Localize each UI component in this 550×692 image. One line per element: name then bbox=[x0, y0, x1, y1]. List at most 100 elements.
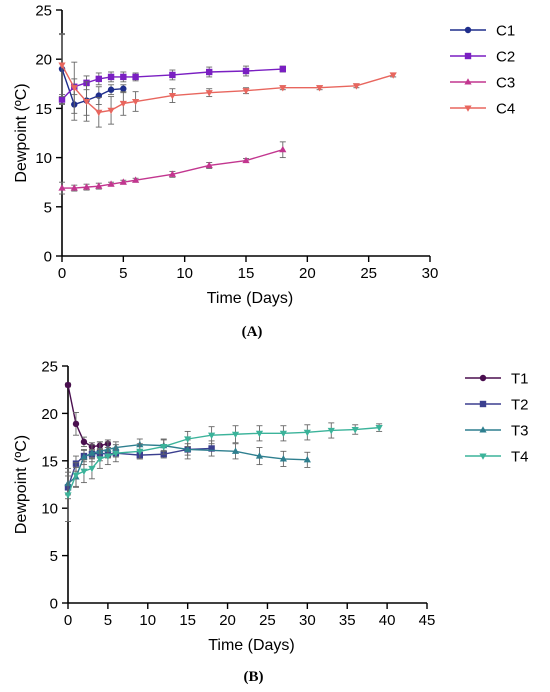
x-axis-label: Time (Days) bbox=[207, 290, 294, 307]
data-point bbox=[88, 465, 96, 473]
y-tick-label: 15 bbox=[41, 453, 58, 470]
x-axis-label: Time (Days) bbox=[208, 637, 295, 654]
x-tick-label: 45 bbox=[419, 612, 436, 629]
data-point bbox=[303, 456, 311, 463]
legend-swatch-marker bbox=[464, 105, 472, 112]
data-point bbox=[136, 448, 144, 456]
y-tick-label: 20 bbox=[41, 406, 58, 423]
x-tick-label: 25 bbox=[360, 265, 377, 282]
series-c4 bbox=[58, 33, 397, 128]
data-point bbox=[80, 453, 88, 460]
x-tick-label: 30 bbox=[422, 265, 439, 282]
x-tick-label: 5 bbox=[104, 612, 112, 629]
y-tick-label: 0 bbox=[44, 249, 52, 266]
data-point bbox=[242, 88, 250, 95]
panel-label: (A) bbox=[242, 324, 263, 340]
y-tick-label: 20 bbox=[35, 52, 52, 69]
series-t4 bbox=[64, 422, 383, 522]
legend-entry-t4: T4 bbox=[465, 449, 529, 466]
data-point bbox=[64, 381, 72, 389]
data-point bbox=[352, 83, 360, 90]
data-point bbox=[82, 98, 91, 106]
y-tick-label: 10 bbox=[35, 150, 52, 167]
legend-swatch-marker bbox=[464, 78, 472, 85]
data-point bbox=[107, 73, 115, 81]
data-point bbox=[120, 73, 127, 81]
x-tick-label: 20 bbox=[219, 612, 236, 629]
x-tick-label: 0 bbox=[58, 265, 66, 282]
data-point bbox=[303, 429, 311, 437]
x-tick-label: 0 bbox=[64, 612, 72, 629]
data-point bbox=[184, 445, 192, 452]
data-point bbox=[107, 107, 115, 115]
data-point bbox=[389, 72, 397, 79]
data-point bbox=[120, 85, 127, 92]
data-point bbox=[58, 184, 66, 191]
data-point bbox=[88, 449, 96, 456]
legend-entry-c4: C4 bbox=[450, 101, 515, 118]
data-point bbox=[58, 62, 66, 69]
data-point bbox=[242, 156, 250, 164]
data-point bbox=[168, 170, 176, 177]
data-point bbox=[279, 65, 286, 73]
data-point bbox=[132, 98, 140, 106]
data-point bbox=[208, 432, 216, 440]
x-tick-label: 15 bbox=[238, 265, 255, 282]
data-point bbox=[58, 96, 66, 103]
data-point bbox=[80, 468, 88, 476]
legend-entry-t3: T3 bbox=[465, 423, 529, 440]
data-point bbox=[104, 453, 112, 460]
data-point bbox=[107, 86, 115, 93]
data-point bbox=[96, 456, 104, 463]
data-point bbox=[184, 436, 192, 443]
series-line bbox=[62, 149, 283, 189]
legend-entry-t1: T1 bbox=[465, 371, 529, 388]
legend-label: T1 bbox=[511, 371, 529, 388]
data-point bbox=[279, 455, 287, 462]
data-point bbox=[255, 430, 264, 438]
data-point bbox=[316, 85, 324, 92]
legend-swatch-marker bbox=[464, 52, 472, 60]
data-point bbox=[231, 431, 240, 439]
data-point bbox=[119, 100, 127, 108]
legend-swatch-marker bbox=[479, 453, 487, 460]
legend-swatch-marker bbox=[479, 374, 487, 382]
data-point bbox=[72, 420, 80, 428]
legend-label: C4 bbox=[496, 101, 515, 118]
data-point bbox=[119, 178, 127, 185]
data-point bbox=[351, 426, 359, 434]
series-c3 bbox=[58, 141, 287, 195]
y-tick-label: 10 bbox=[41, 501, 58, 518]
x-tick-label: 10 bbox=[139, 612, 156, 629]
legend-label: T3 bbox=[511, 423, 529, 440]
panel-label: (B) bbox=[244, 669, 264, 685]
data-point bbox=[206, 68, 213, 76]
chart-panel-a: 0 5 10 15 20 25 0 5 10 15 20 25 30 Time (Days) Dewpoin… bbox=[13, 3, 515, 341]
data-point bbox=[82, 183, 91, 190]
legend-label: C3 bbox=[496, 75, 515, 92]
data-point bbox=[255, 452, 264, 459]
data-point bbox=[132, 176, 140, 183]
data-point bbox=[80, 438, 88, 446]
data-point bbox=[375, 425, 383, 432]
legend-label: C2 bbox=[496, 49, 515, 66]
x-tick-label: 10 bbox=[176, 265, 193, 282]
data-point bbox=[72, 472, 80, 479]
y-axis-label: Dewpoint (ºC) bbox=[13, 83, 30, 182]
legend-label: T2 bbox=[511, 397, 529, 414]
data-point bbox=[95, 182, 103, 189]
data-point bbox=[70, 184, 78, 191]
legend-entry-c3: C3 bbox=[450, 75, 515, 92]
data-point bbox=[112, 450, 120, 458]
y-tick-label: 25 bbox=[35, 3, 52, 20]
y-tick-label: 5 bbox=[50, 548, 58, 565]
x-tick-label: 15 bbox=[179, 612, 196, 629]
data-point bbox=[64, 492, 72, 499]
data-point bbox=[231, 447, 240, 454]
legend-entry-c2: C2 bbox=[450, 49, 515, 66]
series-t1 bbox=[64, 381, 112, 451]
data-point bbox=[327, 427, 335, 435]
data-point bbox=[208, 445, 215, 452]
y-tick-label: 5 bbox=[44, 199, 52, 216]
x-tick-label: 35 bbox=[339, 612, 356, 629]
